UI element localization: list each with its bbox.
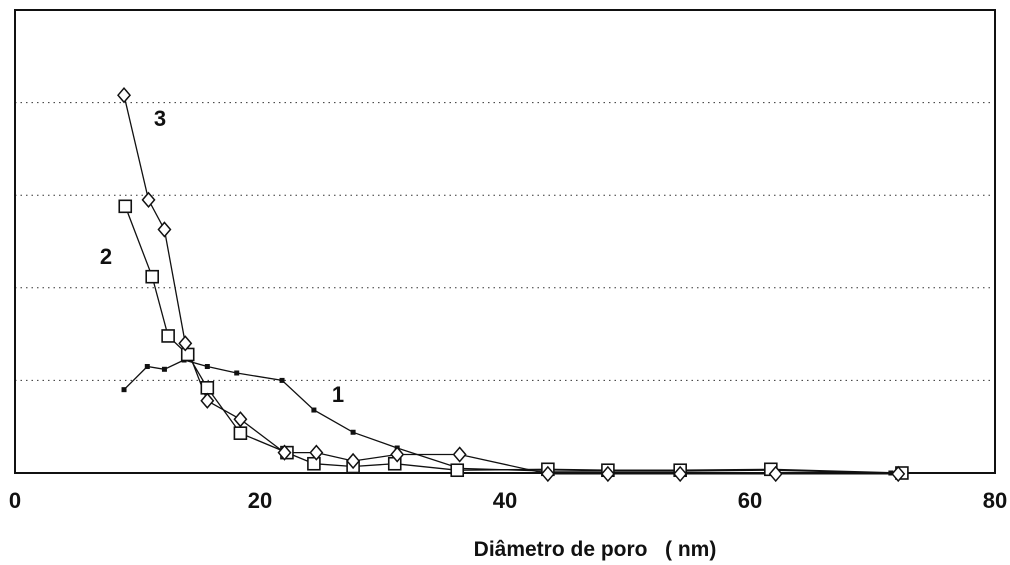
- x-tick-label: 20: [248, 488, 272, 513]
- series-1-label: 1: [332, 382, 344, 407]
- series-3-point: [277, 444, 292, 461]
- series-lines: [123, 95, 902, 475]
- x-tick-label: 40: [493, 488, 517, 513]
- gridlines: [15, 102, 995, 381]
- series-3-line: [123, 95, 899, 475]
- series-markers: [117, 87, 909, 483]
- series-1-point: [350, 429, 356, 435]
- series-2-point: [118, 199, 133, 214]
- series-2-label: 2: [100, 244, 112, 269]
- series-2-point: [145, 269, 159, 284]
- series-3-point: [768, 465, 783, 483]
- series-3-point: [673, 465, 688, 483]
- series-1-point: [144, 364, 150, 370]
- series-3-point: [309, 444, 324, 461]
- series-3-point: [233, 411, 248, 428]
- series-3-label: 3: [154, 106, 166, 131]
- plot-frame: [14, 9, 996, 474]
- series-2-point: [450, 463, 465, 478]
- series-2-point: [161, 329, 175, 343]
- series-1-point: [121, 387, 127, 393]
- x-tick-label: 60: [738, 488, 762, 513]
- x-tick-label: 0: [9, 488, 21, 513]
- series-2-line: [124, 206, 902, 474]
- x-tick-label: 80: [983, 488, 1007, 513]
- series-3-point: [891, 465, 906, 483]
- series-3-point: [157, 221, 172, 238]
- x-axis-title: Diâmetro de poro ( nm): [474, 538, 717, 561]
- series-3-point: [452, 446, 467, 463]
- series-1-point: [234, 370, 240, 376]
- series-2-point: [200, 381, 215, 395]
- series-1-point: [888, 470, 894, 476]
- series-1-point: [279, 377, 285, 383]
- series-1-point: [204, 364, 210, 370]
- series-3-point: [200, 392, 215, 409]
- series-3-point: [346, 452, 361, 470]
- series-3-point: [600, 465, 615, 483]
- series-2-point: [233, 426, 248, 440]
- series-1-point: [161, 366, 167, 372]
- series-2-point: [180, 347, 195, 362]
- series-labels: 1 2 3: [100, 106, 344, 407]
- series-3-point: [540, 465, 555, 483]
- series-3-point: [178, 335, 193, 352]
- series-3-point: [117, 87, 132, 104]
- series-3-point: [141, 191, 156, 208]
- series-1-point: [311, 407, 317, 413]
- series-2-point: [307, 456, 321, 471]
- series-1-line: [123, 359, 891, 474]
- series-3-point: [390, 446, 405, 463]
- x-tick-labels: 0 20 40 60 80: [9, 488, 1007, 513]
